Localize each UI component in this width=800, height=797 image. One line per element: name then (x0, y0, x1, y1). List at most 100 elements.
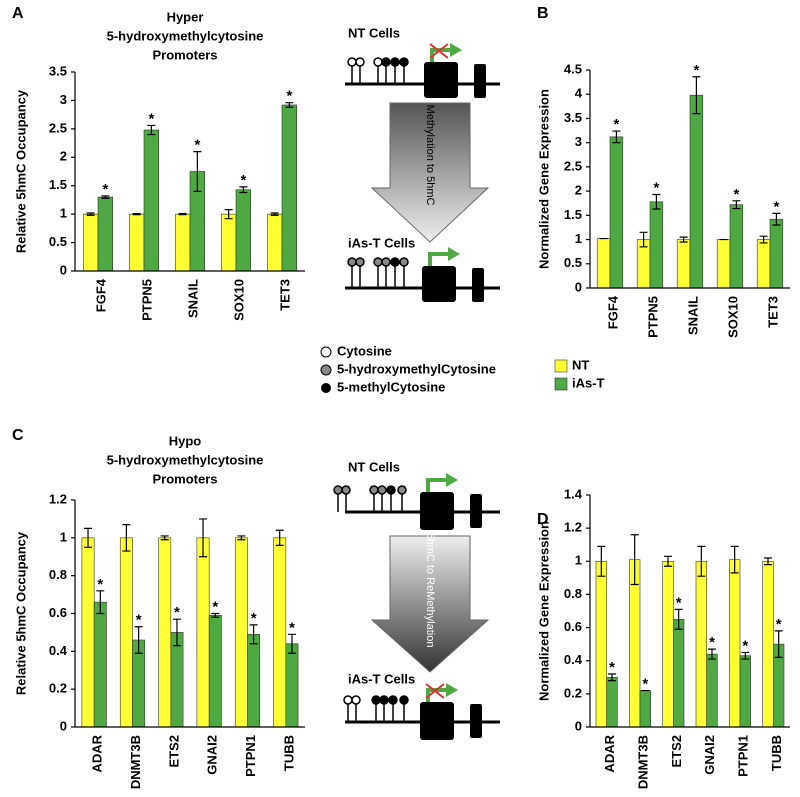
bar (673, 618, 685, 728)
arrow-label: 5hmC to ReMethylation (424, 533, 436, 648)
panel-label: B (537, 5, 549, 22)
y-tick-label: 1 (60, 206, 67, 221)
x-tick-label: TET3 (765, 296, 780, 328)
legend-label: NT (572, 357, 589, 372)
error-bar (86, 212, 95, 216)
significance: * (653, 179, 659, 196)
y-tick-label: 1 (575, 553, 582, 568)
arrow-label: Methylation to 5hmC (424, 105, 436, 206)
error-bar (674, 608, 683, 630)
bar (143, 129, 160, 272)
error-bar (239, 186, 248, 194)
x-tick-label: ADAR (602, 734, 617, 772)
diagram-upper: NT Cells Methylation to 5hmC iAs-T Cells (345, 25, 500, 302)
y-tick-label: 0.2 (564, 685, 582, 700)
bar (82, 213, 99, 272)
error-bar (608, 673, 616, 682)
bar (208, 615, 222, 728)
error-bar (134, 626, 143, 654)
bar (756, 239, 771, 289)
y-tick-label: 2 (60, 149, 67, 164)
bar (706, 653, 718, 728)
significance: * (676, 594, 682, 611)
bar (676, 239, 691, 289)
error-bar (630, 534, 639, 586)
significance: * (102, 181, 108, 198)
cell-label: NT Cells (348, 459, 400, 474)
significance: * (642, 676, 648, 693)
error-bar (84, 527, 93, 548)
x-tick-label: SNAIL (685, 296, 700, 335)
x-tick-label: ADAR (90, 734, 105, 772)
y-tick-label: 2 (575, 183, 582, 198)
y-tick-label: 0.6 (49, 605, 67, 620)
error-bar (132, 212, 141, 216)
bar (220, 213, 237, 272)
significance: * (742, 637, 748, 654)
y-axis-label: Relative 5hmC Occupancy (13, 531, 28, 695)
bar (285, 643, 299, 728)
bar (609, 136, 624, 289)
significance: * (693, 62, 699, 79)
error-bar (679, 236, 688, 243)
x-tick-label: SOX10 (725, 296, 740, 338)
error-bar (652, 193, 661, 210)
significance: * (609, 659, 615, 676)
error-bar (730, 545, 739, 574)
x-tick-label: TUBB (769, 735, 784, 771)
bar (119, 537, 133, 728)
y-tick-label: 1.5 (564, 207, 582, 222)
error-bar (285, 102, 294, 108)
y-tick-label: 1.2 (564, 520, 582, 535)
x-tick-label: SNAIL (185, 279, 200, 318)
bar (762, 560, 774, 728)
significance: * (212, 598, 218, 615)
panel-label: C (12, 427, 24, 444)
error-bar (199, 518, 208, 558)
significance: * (174, 604, 180, 621)
x-tick-label: PTPN5 (645, 296, 660, 338)
x-tick-label: GNAI2 (205, 735, 220, 775)
error-bar (759, 235, 768, 244)
bar (170, 632, 184, 728)
x-tick-label: FGF4 (605, 295, 620, 329)
bar (596, 238, 611, 289)
bar (266, 213, 283, 272)
error-bar (275, 529, 284, 546)
bar (158, 537, 172, 728)
y-tick-label: 3.5 (49, 63, 67, 78)
bar (93, 601, 107, 728)
error-bar (697, 545, 706, 577)
y-axis-label: Normalized Gene Expression (536, 521, 551, 701)
legend-swatch (554, 359, 568, 373)
x-tick-label: PTPN1 (735, 735, 750, 777)
bar (639, 690, 651, 728)
significance: * (251, 610, 257, 627)
chart-title: 5-hydroxymethylcytosine (107, 452, 264, 467)
error-bar (96, 590, 105, 615)
x-tick-label: ETS2 (669, 735, 684, 768)
legend-label: iAs-T (572, 375, 605, 390)
error-bar (178, 212, 187, 216)
y-tick-label: 4.5 (564, 61, 582, 76)
error-bar (764, 557, 772, 566)
y-tick-label: 1 (60, 529, 67, 544)
bar (729, 559, 741, 728)
x-tick-label: SOX10 (231, 279, 246, 321)
y-tick-label: 0.2 (49, 681, 67, 696)
key-label: 5-hydroxymethylCytosine (337, 361, 496, 376)
bar (128, 213, 145, 272)
diagram-key: Cytosine 5-hydroxymethylCytosine 5-methy… (320, 343, 496, 394)
key-label: Cytosine (337, 343, 392, 358)
error-bar (270, 212, 279, 216)
significance: * (776, 616, 782, 633)
bar (662, 560, 674, 728)
cell-label: iAs-T Cells (348, 235, 415, 250)
error-bar (597, 545, 606, 577)
y-tick-label: 0 (575, 718, 582, 733)
bar (97, 196, 114, 272)
cell-label: iAs-T Cells (348, 671, 415, 686)
error-bar (211, 612, 220, 618)
y-axis-label: Relative 5hmC Occupancy (13, 89, 28, 253)
